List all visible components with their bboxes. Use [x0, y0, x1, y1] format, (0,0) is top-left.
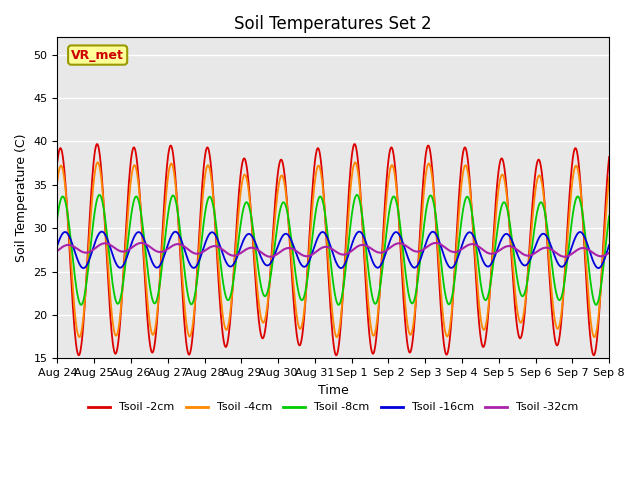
Tsoil -32cm — [349, 247, 357, 252]
Tsoil -8cm — [335, 302, 342, 308]
Tsoil -2cm — [605, 154, 613, 160]
Tsoil -4cm — [591, 334, 598, 340]
Tsoil -32cm — [362, 242, 369, 248]
Tsoil -8cm — [605, 213, 613, 218]
Tsoil -16cm — [494, 246, 502, 252]
X-axis label: Time: Time — [318, 384, 349, 396]
Line: Tsoil -2cm: Tsoil -2cm — [58, 144, 609, 355]
Tsoil -32cm — [572, 248, 580, 253]
Tsoil -16cm — [355, 229, 363, 235]
Tsoil -2cm — [557, 323, 564, 328]
Line: Tsoil -16cm: Tsoil -16cm — [58, 232, 609, 268]
Tsoil -2cm — [54, 158, 61, 164]
Tsoil -32cm — [494, 249, 502, 254]
Tsoil -4cm — [605, 175, 613, 180]
Tsoil -16cm — [349, 238, 357, 244]
Title: Soil Temperatures Set 2: Soil Temperatures Set 2 — [234, 15, 432, 33]
Tsoil -8cm — [572, 195, 580, 201]
Y-axis label: Soil Temperature (C): Soil Temperature (C) — [15, 133, 28, 262]
Line: Tsoil -4cm: Tsoil -4cm — [58, 162, 609, 337]
Tsoil -16cm — [572, 233, 580, 239]
Tsoil -32cm — [266, 254, 274, 260]
Tsoil -4cm — [351, 159, 359, 165]
Tsoil -32cm — [605, 250, 613, 255]
Text: VR_met: VR_met — [71, 48, 124, 61]
Tsoil -4cm — [572, 163, 580, 168]
Tsoil -4cm — [54, 178, 61, 184]
Line: Tsoil -32cm: Tsoil -32cm — [58, 243, 609, 257]
Tsoil -16cm — [595, 265, 602, 271]
Tsoil -32cm — [54, 248, 61, 254]
Tsoil -2cm — [572, 146, 580, 152]
Tsoil -8cm — [494, 222, 502, 228]
Tsoil -2cm — [349, 144, 357, 149]
Tsoil -2cm — [494, 173, 502, 179]
Tsoil -4cm — [207, 175, 215, 181]
Tsoil -8cm — [557, 296, 564, 301]
Tsoil -8cm — [362, 242, 369, 248]
Tsoil -8cm — [207, 196, 215, 202]
Tsoil -16cm — [54, 242, 61, 248]
Tsoil -4cm — [362, 261, 369, 267]
Tsoil -4cm — [494, 193, 502, 199]
Tsoil -32cm — [432, 240, 440, 246]
Tsoil -4cm — [557, 316, 564, 322]
Tsoil -32cm — [207, 244, 215, 250]
Tsoil -2cm — [362, 279, 369, 285]
Tsoil -16cm — [207, 229, 215, 235]
Tsoil -16cm — [557, 264, 564, 269]
Tsoil -16cm — [362, 238, 369, 243]
Legend: Tsoil -2cm, Tsoil -4cm, Tsoil -8cm, Tsoil -16cm, Tsoil -32cm: Tsoil -2cm, Tsoil -4cm, Tsoil -8cm, Tsoi… — [84, 398, 583, 417]
Tsoil -32cm — [557, 253, 564, 259]
Tsoil -8cm — [353, 192, 361, 198]
Tsoil -16cm — [605, 242, 613, 248]
Tsoil -8cm — [54, 214, 61, 220]
Tsoil -2cm — [207, 166, 215, 172]
Tsoil -8cm — [349, 202, 357, 208]
Line: Tsoil -8cm: Tsoil -8cm — [58, 195, 609, 305]
Tsoil -2cm — [332, 352, 340, 358]
Tsoil -2cm — [351, 141, 358, 147]
Tsoil -4cm — [349, 165, 357, 171]
